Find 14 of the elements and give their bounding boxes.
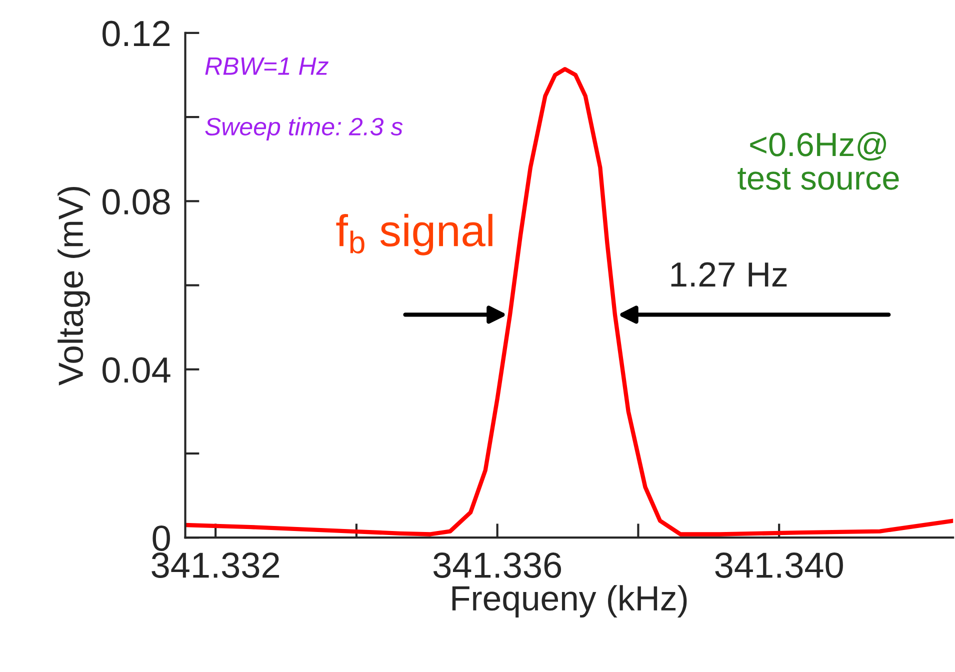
x-tick-label: 341.336 (433, 552, 562, 578)
annotation: RBW=1 Hz (205, 58, 328, 75)
y-axis-title: Voltage (mV) (58, 187, 90, 386)
y-tick-label: 0.04 (102, 357, 170, 383)
y-tick-label: 0.08 (102, 189, 170, 215)
y-tick-label: 0.12 (102, 20, 170, 46)
annotation: Sweep time: 2.3 s (205, 117, 403, 140)
y-tick-label: 0 (152, 525, 170, 552)
x-tick-label: 341.332 (152, 552, 280, 578)
annotation: f$_{b}$ signal (336, 214, 492, 256)
x-axis-title: Frequeny (kHz) (452, 585, 687, 618)
x-tick-label: 341.340 (715, 552, 843, 578)
annotation: <0.6Hz@ test source (738, 132, 899, 190)
annotation: 1.27 Hz (671, 262, 787, 286)
